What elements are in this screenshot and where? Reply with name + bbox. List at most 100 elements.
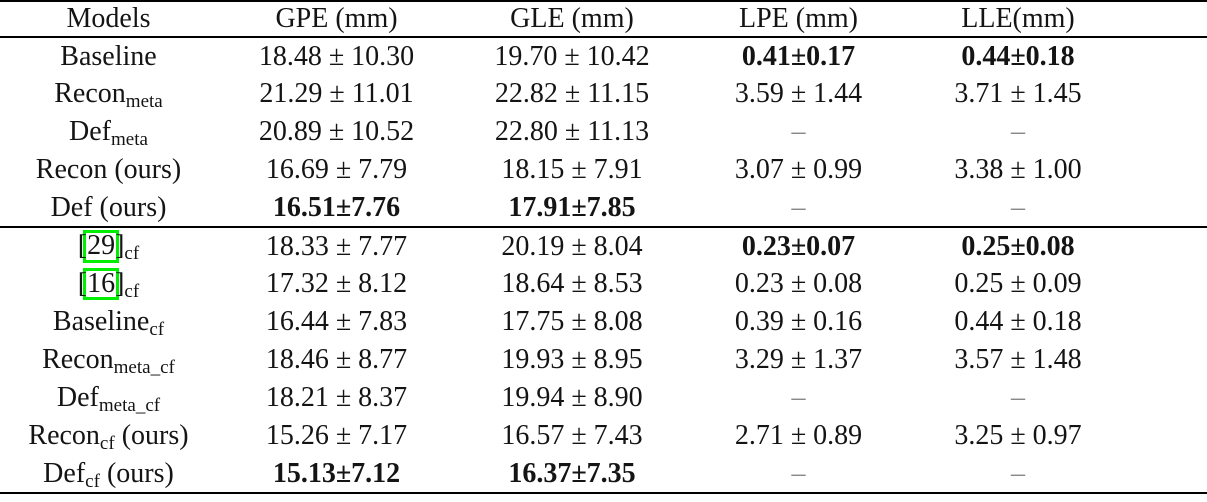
model-name: Recon	[28, 420, 100, 451]
metric-value: 16.57 ± 7.43	[501, 420, 643, 451]
row-spacer	[1127, 189, 1207, 227]
citation-close-bracket: ]	[115, 230, 125, 262]
metric-value: 17.91±7.85	[508, 191, 636, 223]
metric-value: 3.38 ± 1.00	[954, 154, 1082, 185]
model-subscript: meta	[125, 91, 163, 113]
table-row: Baseline 18.48 ± 10.30 19.70 ± 10.42 0.41±0…	[0, 37, 1207, 75]
table-row: Defmeta 20.89 ± 10.52 22.80 ± 11.13 – –	[0, 113, 1207, 151]
metric-value: 16.44 ± 7.83	[265, 306, 408, 337]
model-name: Def	[56, 382, 99, 413]
metric-value: 20.19 ± 8.04	[501, 230, 643, 262]
metric-value: 22.82 ± 11.15	[494, 78, 650, 109]
empty-value: –	[791, 191, 806, 223]
metric-value: 3.07 ± 0.99	[734, 154, 863, 185]
metric-value: 3.25 ± 0.97	[954, 420, 1082, 451]
model-label: Recon (ours)	[0, 151, 217, 189]
row-spacer	[1127, 75, 1207, 113]
metric-value: 15.13±7.12	[272, 457, 401, 489]
model-label: Baseline	[0, 37, 217, 75]
table-body: Baseline 18.48 ± 10.30 19.70 ± 10.42 0.41±0…	[0, 37, 1207, 493]
col-header-gpe: GPE (mm)	[275, 3, 398, 34]
metric-value: 20.89 ± 10.52	[258, 116, 415, 147]
model-suffix: (ours)	[114, 420, 189, 451]
row-spacer	[1127, 379, 1207, 417]
metric-value: 18.64 ± 8.53	[501, 268, 643, 299]
model-label: Defcf (ours)	[0, 455, 217, 493]
model-subscript: cf	[85, 470, 100, 492]
metric-value: 0.25 ± 0.09	[954, 268, 1082, 299]
metric-value: 17.32 ± 8.12	[265, 268, 408, 299]
col-header-lpe: LPE (mm)	[739, 3, 858, 34]
citation-open-bracket: [	[77, 230, 88, 262]
metric-value: 16.69 ± 7.79	[265, 154, 408, 185]
metric-value: 0.25±0.08	[961, 230, 1075, 262]
header-spacer	[1127, 1, 1207, 37]
metric-value: 16.37±7.35	[508, 457, 636, 489]
table-row: [29]cf 18.33 ± 7.77 20.19 ± 8.04 0.23±0.07 0…	[0, 227, 1207, 265]
empty-value: –	[791, 382, 806, 413]
table-row: Reconmeta_cf 18.46 ± 8.77 19.93 ± 8.95 3.29…	[0, 341, 1207, 379]
model-label: Reconcf (ours)	[0, 417, 217, 455]
model-subscript: cf	[124, 280, 140, 302]
metric-value: 0.44±0.18	[961, 40, 1075, 72]
model-label: Reconmeta_cf	[0, 341, 217, 379]
metric-value: 18.33 ± 7.77	[265, 230, 408, 262]
table-row: Reconmeta 21.29 ± 11.01 22.82 ± 11.15 3.59 …	[0, 75, 1207, 113]
table-row: Baselinecf 16.44 ± 7.83 17.75 ± 8.08 0.39 ±…	[0, 303, 1207, 341]
col-header-lle: LLE(mm)	[961, 3, 1075, 34]
row-spacer	[1127, 227, 1207, 265]
col-header-models: Models	[66, 3, 151, 34]
metric-value: 3.71 ± 1.45	[954, 78, 1082, 109]
citation-link[interactable]: 16	[83, 267, 120, 301]
model-suffix: (ours)	[99, 457, 174, 489]
model-label: Defmeta_cf	[0, 379, 217, 417]
table-row: Defmeta_cf 18.21 ± 8.37 19.94 ± 8.90 – –	[0, 379, 1207, 417]
metric-value: 18.48 ± 10.30	[258, 40, 415, 72]
empty-value: –	[1011, 382, 1025, 413]
metric-value: 0.39 ± 0.16	[734, 306, 863, 337]
metric-value: 18.15 ± 7.91	[501, 154, 643, 185]
row-spacer	[1127, 37, 1207, 75]
metric-value: 3.59 ± 1.44	[734, 78, 863, 109]
model-name: Def	[69, 116, 111, 147]
row-spacer	[1127, 151, 1207, 189]
table-row: Def (ours) 16.51±7.76 17.91±7.85 – –	[0, 189, 1207, 227]
metric-value: 21.29 ± 11.01	[259, 78, 414, 109]
citation-link[interactable]: 29	[83, 230, 120, 263]
citation-open-bracket: [	[77, 267, 88, 299]
model-name: Baseline	[60, 40, 157, 72]
model-label: Defmeta	[0, 113, 217, 151]
model-subscript: meta_cf	[98, 395, 161, 417]
metric-value: 0.41±0.17	[741, 40, 856, 72]
model-label: Baselinecf	[0, 303, 217, 341]
model-subscript: cf	[149, 319, 165, 341]
empty-value: –	[1011, 191, 1025, 223]
metric-value: 19.93 ± 8.95	[501, 344, 643, 375]
empty-value: –	[1011, 457, 1025, 489]
metric-value: 19.94 ± 8.90	[501, 382, 643, 413]
empty-value: –	[1011, 116, 1025, 147]
row-spacer	[1127, 417, 1207, 455]
row-spacer	[1127, 341, 1207, 379]
model-subscript: cf	[99, 433, 115, 455]
model-name: Def	[43, 457, 86, 489]
model-label: Reconmeta	[0, 75, 217, 113]
model-subscript: cf	[124, 243, 140, 265]
col-header-gle: GLE (mm)	[510, 3, 634, 34]
table-row: Reconcf (ours) 15.26 ± 7.17 16.57 ± 7.43 2.…	[0, 417, 1207, 455]
metric-value: 19.70 ± 10.42	[494, 40, 650, 72]
metric-value: 3.29 ± 1.37	[734, 344, 863, 375]
metric-value: 3.57 ± 1.48	[954, 344, 1082, 375]
metric-value: 18.21 ± 8.37	[265, 382, 408, 413]
model-label: Def (ours)	[0, 189, 217, 227]
table-row: Defcf (ours) 15.13±7.12 16.37±7.35 – –	[0, 455, 1207, 493]
row-spacer	[1127, 303, 1207, 341]
model-subscript: meta	[110, 129, 148, 151]
model-name: Recon	[54, 78, 126, 109]
row-spacer	[1127, 113, 1207, 151]
metric-value: 18.46 ± 8.77	[265, 344, 408, 375]
model-name: Def	[50, 191, 93, 223]
model-name: Recon	[35, 154, 108, 185]
metric-value: 0.23 ± 0.08	[734, 268, 863, 299]
